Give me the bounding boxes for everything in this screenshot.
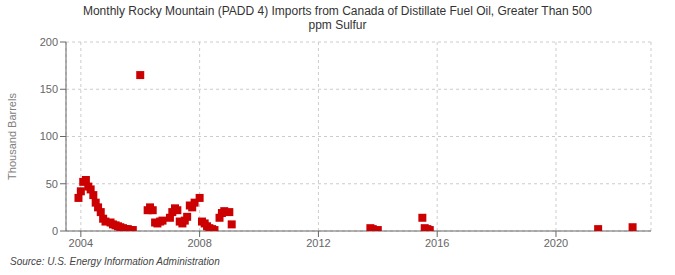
- svg-text:0: 0: [52, 225, 58, 237]
- svg-text:100: 100: [40, 130, 58, 142]
- svg-text:50: 50: [46, 178, 58, 190]
- svg-text:200: 200: [40, 36, 58, 48]
- svg-text:2004: 2004: [69, 237, 93, 249]
- svg-text:150: 150: [40, 83, 58, 95]
- svg-text:2016: 2016: [425, 237, 449, 249]
- svg-text:Thousand Barrels: Thousand Barrels: [8, 93, 18, 180]
- html-text:ppm Sulfur: ppm Sulfur: [308, 18, 367, 32]
- html-text:Monthly Rocky Mountain (PADD 4: Monthly Rocky Mountain (PADD 4) Imports …: [83, 4, 592, 18]
- html-text:Source: U.S. Energy Informatio: Source: U.S. Energy Information Administ…: [10, 256, 220, 267]
- svg-text:2012: 2012: [306, 237, 330, 249]
- svg-text:2020: 2020: [544, 237, 568, 249]
- svg-text:2008: 2008: [187, 237, 211, 249]
